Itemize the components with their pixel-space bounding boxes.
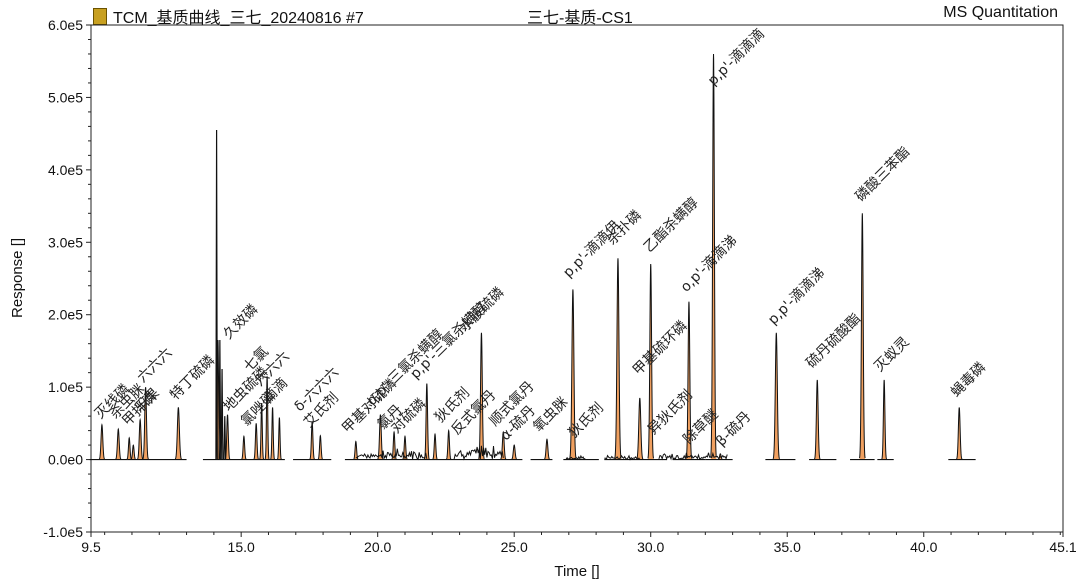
mode-label: MS Quantitation: [943, 4, 1058, 21]
sample-title: TCM_基质曲线_三七_20240816 #7: [93, 4, 364, 28]
peak-annotation: p,p'-滴滴涕: [764, 264, 828, 328]
y-axis-title: Response []: [9, 238, 26, 318]
peak-outline: [259, 403, 265, 460]
peak-outline: [445, 428, 452, 460]
peak-annotation: 硫丹硫酸酯: [803, 311, 864, 372]
plot-frame: [90, 24, 1064, 533]
peak-outline: [956, 407, 963, 460]
x-tick-label: 15.0: [228, 539, 255, 555]
peak-outline: [717, 453, 723, 461]
peak-outline: [881, 379, 888, 460]
peak-outline: [685, 301, 693, 459]
peak-annotation: β-硫丹: [713, 409, 754, 450]
x-tick-label: 45.1: [1049, 539, 1076, 555]
noise-trace: [604, 454, 640, 461]
peak-outline: [432, 432, 438, 460]
peak-outline: [126, 436, 132, 460]
x-axis: 9.5 15.0 20.0 25.0 30.0 35.0 40.0 45.1: [81, 532, 1077, 555]
peak-outline: [511, 444, 518, 460]
x-tick-label: 25.0: [501, 539, 528, 555]
peak-outline: [142, 387, 149, 460]
y-tick-label: 5.0e5: [48, 89, 83, 105]
peak-annotation: 乙酯杀螨醇: [640, 194, 702, 256]
y-tick-label: 0.0e0: [48, 452, 83, 468]
peak-outline: [614, 258, 622, 459]
y-tick-label: 4.0e5: [48, 162, 83, 178]
peak-annotation: 特丁硫磷: [167, 352, 218, 403]
peak-annotation: 甲基硫环磷: [629, 317, 691, 379]
peak-outline: [276, 417, 282, 460]
peak-outline: [253, 423, 259, 460]
peak-annotation: 磷酸三苯酯: [852, 143, 914, 205]
x-tick-label: 20.0: [364, 539, 391, 555]
peak-outline: [174, 407, 182, 460]
spike-trace: [215, 130, 218, 460]
peak-outline: [241, 435, 247, 460]
peak-outline: [772, 332, 780, 459]
peak-outline: [543, 438, 550, 460]
x-tick-label: 9.5: [81, 539, 101, 555]
y-tick-label: -1.0e5: [43, 524, 83, 540]
noise-trace: [658, 451, 728, 461]
noise-trace: [565, 454, 586, 461]
sample-name: TCM_基质曲线_三七_20240816 #7: [113, 10, 364, 27]
peak-outline: [309, 421, 315, 460]
peak-outline: [478, 332, 485, 459]
peak-outline: [710, 53, 717, 458]
y-tick-label: 1.0e5: [48, 379, 83, 395]
peak-outline: [137, 417, 144, 460]
peak-outline: [317, 434, 324, 460]
peak-outline: [264, 376, 270, 460]
spike-trace: [223, 416, 227, 460]
peak-outline: [636, 397, 644, 460]
y-tick-label: 2.0e5: [48, 307, 83, 323]
noise-trace: [453, 445, 504, 461]
trace-layer: [89, 130, 976, 461]
peak-outline: [402, 435, 408, 460]
spike-trace: [220, 369, 224, 460]
peak-annotation: 灭蚁灵: [872, 334, 913, 375]
spike-trace: [218, 340, 222, 460]
noise-trace: [355, 448, 428, 461]
peak-annotation: o,p'-三氯杀螨醇: [363, 326, 446, 409]
channel-title: 三七-基质-CS1: [527, 10, 633, 27]
peak-outline: [270, 407, 275, 460]
peak-outline: [98, 423, 106, 460]
x-tick-label: 35.0: [774, 539, 801, 555]
peak-outline: [130, 444, 136, 460]
peak-outline: [647, 263, 654, 459]
x-axis-title: Time []: [554, 563, 599, 580]
x-tick-label: 40.0: [910, 539, 937, 555]
peak-outline: [859, 213, 866, 459]
y-tick-label: 3.0e5: [48, 234, 83, 250]
peak-outline: [569, 289, 577, 459]
peak-annotation: 久效磷: [220, 302, 261, 343]
peak-outline: [115, 427, 122, 460]
x-tick-label: 30.0: [637, 539, 664, 555]
y-axis: -1.0e5 0.0e0 1.0e5 2.0e5 3.0e5 4.0e5 5.0e5 6.0e…: [43, 17, 91, 540]
peak-annotation: 蝇毒磷: [948, 359, 989, 400]
y-tick-label: 6.0e5: [48, 17, 83, 33]
peak-annotation: 六六六: [134, 345, 175, 386]
peak-annotation: 水胺硫磷: [457, 284, 508, 335]
peak-annotation: o,p'-滴滴涕: [677, 232, 741, 296]
peaks-layer: [98, 53, 963, 461]
peak-outline: [500, 430, 507, 460]
peak-outline: [423, 383, 430, 460]
peak-outline: [814, 379, 821, 460]
